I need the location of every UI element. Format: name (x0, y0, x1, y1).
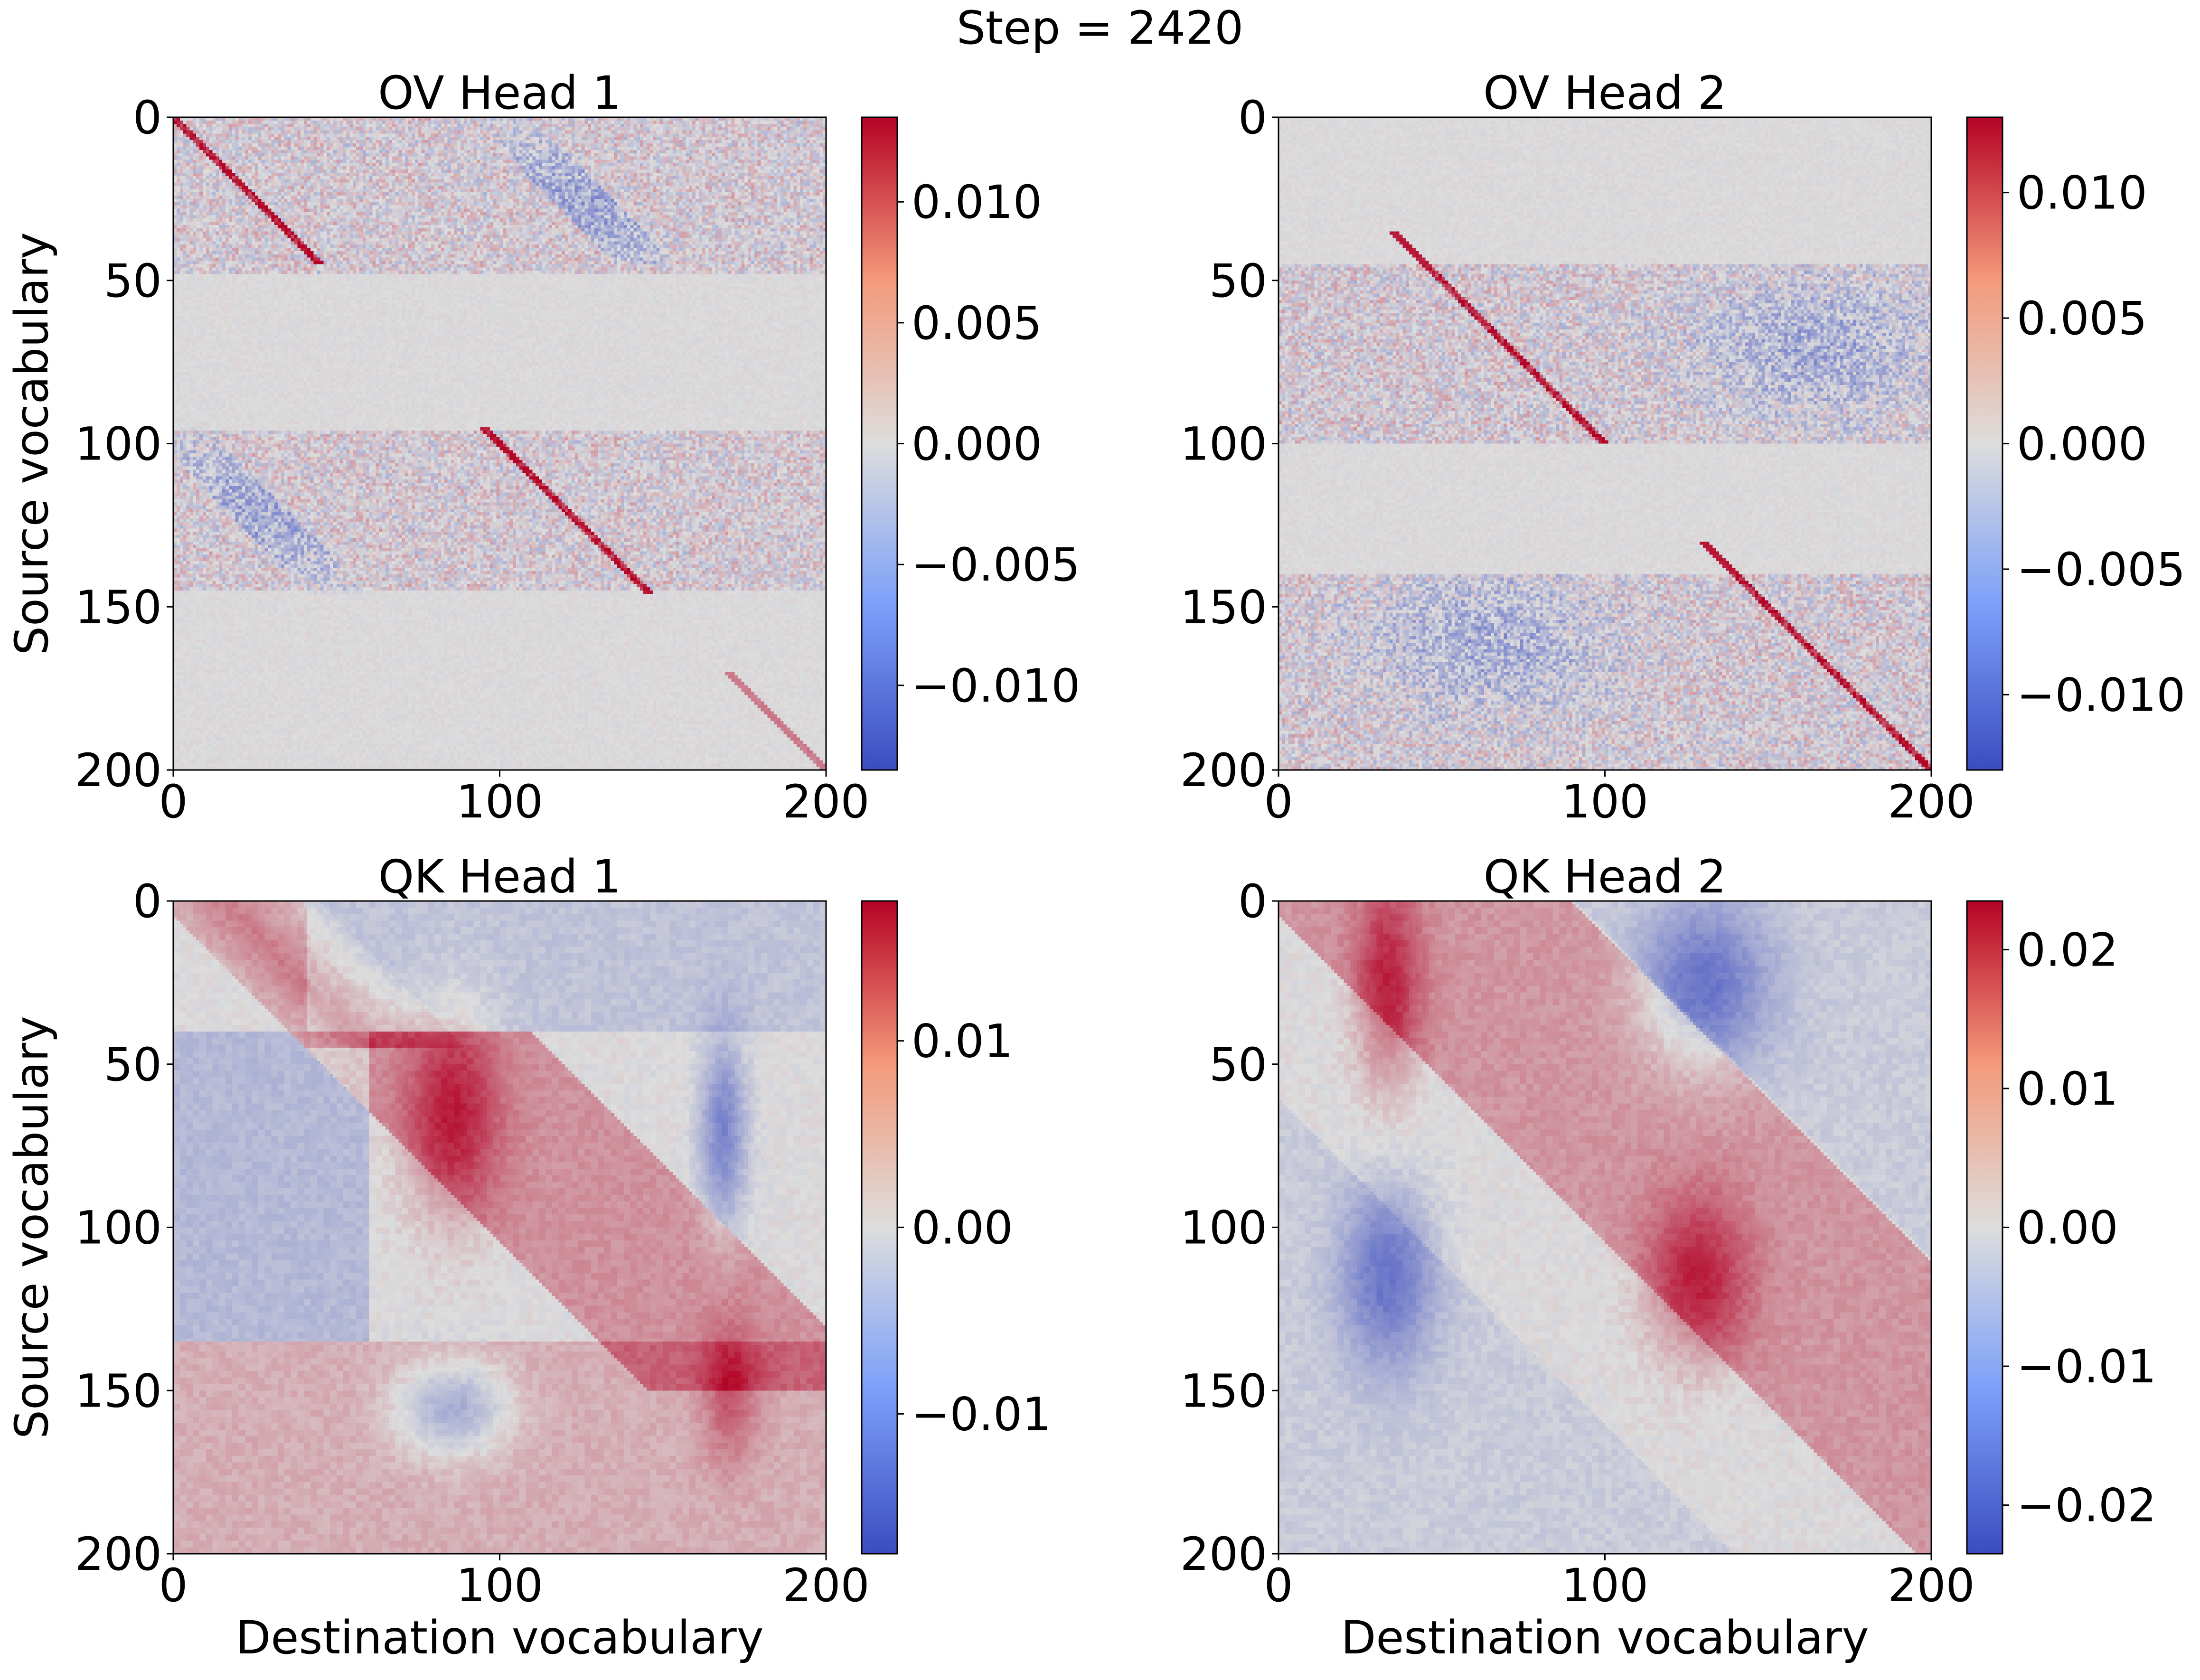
y-tick-label: 150 (75, 581, 162, 634)
x-tick-label: 100 (1561, 775, 1648, 828)
y-tick-label: 200 (1180, 744, 1267, 797)
colorbar-tick-label: −0.02 (2017, 1479, 2156, 1532)
x-tick-label: 0 (159, 775, 188, 828)
y-tick-label: 50 (104, 254, 162, 308)
y-tick-label: 0 (1238, 91, 1267, 144)
y-tick-label: 100 (75, 1201, 162, 1255)
y-axis-label: Source vocabulary (5, 232, 58, 655)
y-tick-label: 50 (1209, 254, 1267, 308)
x-tick-label: 200 (1888, 775, 1974, 828)
x-tick-label: 0 (1264, 1559, 1293, 1612)
y-tick-label: 0 (1238, 875, 1267, 928)
y-tick-label: 200 (75, 1528, 162, 1581)
colorbar-tick-label: 0.000 (912, 418, 1042, 471)
heatmap-panel-4: QK Head 20 100 200050100150200Destination … (1180, 850, 2156, 1664)
heatmap-image (1279, 117, 1931, 770)
x-axis-label: Destination vocabulary (1341, 1611, 1869, 1664)
heatmap-image (1279, 901, 1931, 1554)
y-tick-label: 50 (1209, 1038, 1267, 1091)
panel-title: QK Head 2 (1484, 850, 1727, 903)
colorbar-tick-label: 0.00 (912, 1201, 1013, 1255)
y-tick-label: 100 (1180, 1201, 1267, 1255)
x-tick-label: 200 (1888, 1559, 1974, 1612)
y-tick-label: 200 (1180, 1528, 1267, 1581)
colorbar-tick-label: −0.01 (912, 1388, 1051, 1441)
colorbar-tick-label: −0.005 (2017, 543, 2185, 596)
y-tick-label: 200 (75, 744, 162, 797)
colorbar-tick-label: −0.010 (912, 659, 1080, 713)
heatmap-panel-2: OV Head 20 100 2000501001502000.0100.0050.… (1180, 66, 2186, 828)
colorbar-tick-label: 0.005 (912, 297, 1042, 350)
colorbar-tick-label: 0.010 (912, 176, 1042, 229)
heatmap-image (173, 901, 826, 1554)
y-tick-label: 100 (1180, 418, 1267, 471)
colorbar (1966, 116, 2003, 771)
y-tick-label: 100 (75, 418, 162, 471)
colorbar (861, 116, 898, 771)
colorbar (1966, 900, 2003, 1555)
figure-suptitle: Step = 2420 (957, 1, 1243, 55)
y-tick-label: 0 (133, 91, 162, 144)
x-tick-label: 200 (782, 775, 869, 828)
y-tick-label: 50 (104, 1038, 162, 1091)
colorbar-tick-label: 0.010 (2017, 167, 2147, 220)
colorbar-tick-label: 0.01 (912, 1015, 1013, 1068)
x-tick-label: 100 (456, 775, 543, 828)
y-tick-label: 150 (75, 1364, 162, 1417)
x-tick-label: 0 (1264, 775, 1293, 828)
colorbar-tick-label: 0.02 (2017, 923, 2118, 976)
x-tick-label: 0 (159, 1559, 188, 1612)
colorbar-tick-label: 0.005 (2017, 292, 2147, 345)
y-tick-label: 0 (133, 875, 162, 928)
heatmap-panel-3: QK Head 10 100 200050100150200Destination … (5, 850, 1051, 1664)
colorbar-tick-label: 0.00 (2017, 1201, 2118, 1255)
colorbar-tick-label: −0.010 (2017, 668, 2185, 722)
colorbar-tick-label: −0.01 (2017, 1340, 2156, 1393)
x-tick-label: 100 (1561, 1559, 1648, 1612)
panel-title: QK Head 1 (378, 850, 621, 903)
heatmap-image (173, 117, 826, 770)
x-tick-label: 200 (782, 1559, 869, 1612)
y-tick-label: 150 (1180, 1364, 1267, 1417)
y-axis-label: Source vocabulary (5, 1016, 58, 1439)
y-tick-label: 150 (1180, 581, 1267, 634)
colorbar (861, 900, 898, 1555)
colorbar-tick-label: 0.000 (2017, 418, 2147, 471)
panel-title: OV Head 2 (1483, 66, 1727, 120)
x-axis-label: Destination vocabulary (235, 1611, 763, 1664)
x-tick-label: 100 (456, 1559, 543, 1612)
colorbar-tick-label: −0.005 (912, 538, 1080, 591)
colorbar-tick-label: 0.01 (2017, 1062, 2118, 1116)
panel-title: OV Head 1 (378, 66, 621, 120)
